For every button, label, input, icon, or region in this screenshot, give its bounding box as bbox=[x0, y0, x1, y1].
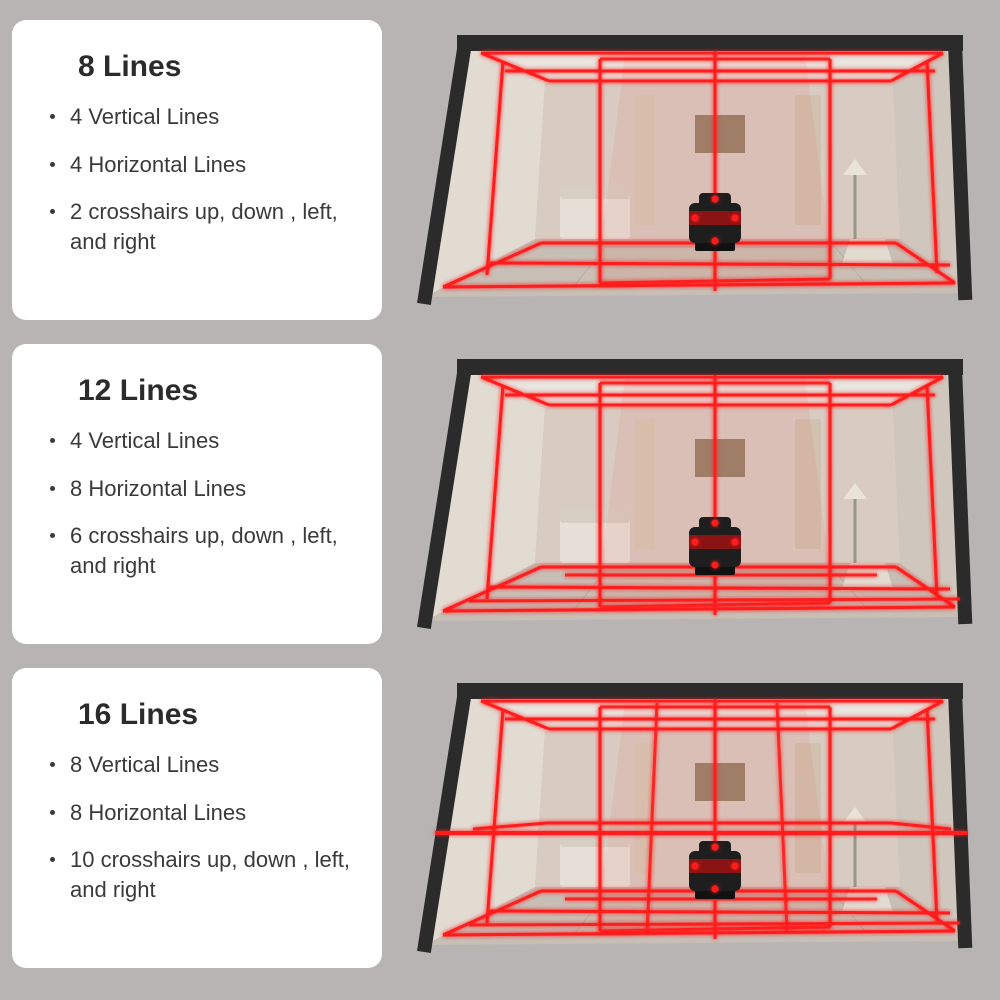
panel-8-lines: 8 Lines 4 Vertical Lines 4 Horizontal Li… bbox=[12, 20, 988, 320]
text-card: 8 Lines 4 Vertical Lines 4 Horizontal Li… bbox=[12, 20, 382, 320]
room-svg-16 bbox=[395, 673, 975, 963]
feature-item: 4 Vertical Lines bbox=[48, 102, 360, 132]
text-card: 12 Lines 4 Vertical Lines 8 Horizontal L… bbox=[12, 344, 382, 644]
feature-item: 4 Vertical Lines bbox=[48, 426, 360, 456]
feature-item: 8 Vertical Lines bbox=[48, 750, 360, 780]
panel-title: 8 Lines bbox=[78, 50, 360, 84]
panel-title: 12 Lines bbox=[78, 374, 360, 408]
feature-item: 8 Horizontal Lines bbox=[48, 798, 360, 828]
feature-item: 8 Horizontal Lines bbox=[48, 474, 360, 504]
panel-12-lines: 12 Lines 4 Vertical Lines 8 Horizontal L… bbox=[12, 344, 988, 644]
feature-list: 4 Vertical Lines 4 Horizontal Lines 2 cr… bbox=[48, 102, 360, 275]
feature-item: 4 Horizontal Lines bbox=[48, 150, 360, 180]
room-svg-8 bbox=[395, 25, 975, 315]
text-card: 16 Lines 8 Vertical Lines 8 Horizontal L… bbox=[12, 668, 382, 968]
room-svg-12 bbox=[395, 349, 975, 639]
panel-16-lines: 16 Lines 8 Vertical Lines 8 Horizontal L… bbox=[12, 668, 988, 968]
feature-item: 6 crosshairs up, down , left, and right bbox=[48, 521, 360, 580]
feature-item: 10 crosshairs up, down , left, and right bbox=[48, 845, 360, 904]
feature-list: 8 Vertical Lines 8 Horizontal Lines 10 c… bbox=[48, 750, 360, 923]
panel-title: 16 Lines bbox=[78, 698, 360, 732]
feature-list: 4 Vertical Lines 8 Horizontal Lines 6 cr… bbox=[48, 426, 360, 599]
room-illustration bbox=[382, 344, 988, 644]
room-illustration bbox=[382, 20, 988, 320]
room-illustration bbox=[382, 668, 988, 968]
feature-item: 2 crosshairs up, down , left, and right bbox=[48, 197, 360, 256]
